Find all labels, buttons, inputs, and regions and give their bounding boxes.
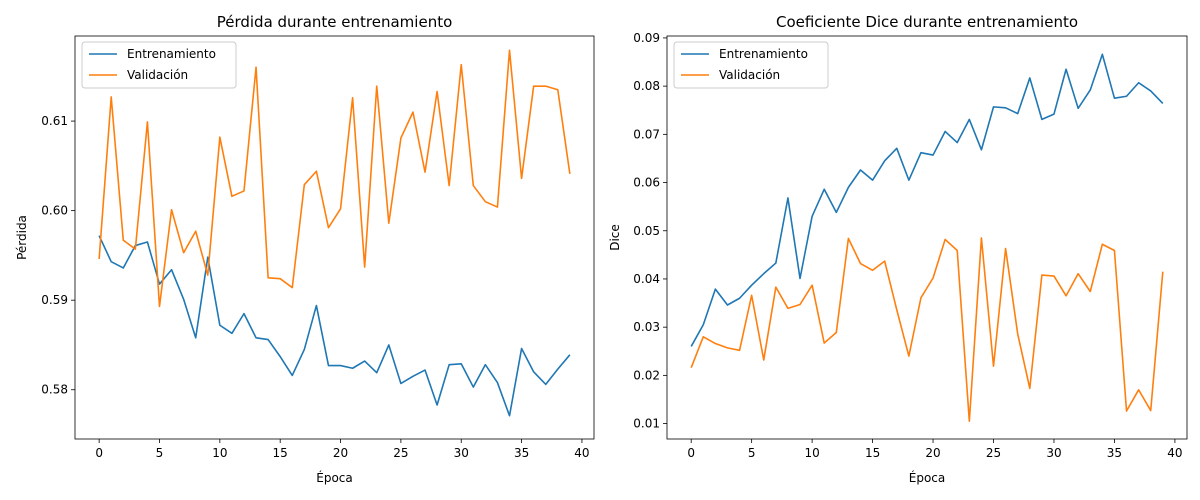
x-tick-label: 5 <box>156 446 164 460</box>
series-line <box>98 49 571 308</box>
y-tick-label: 0.01 <box>633 417 660 431</box>
y-tick-label: 0.60 <box>41 204 68 218</box>
legend: Entrenamiento Validación <box>81 41 237 89</box>
series-line <box>98 235 571 417</box>
chart-title: Pérdida durante entrenamiento <box>217 13 453 31</box>
y-tick-label: 0.07 <box>633 127 660 141</box>
x-tick-label: 15 <box>273 446 288 460</box>
x-tick-label: 10 <box>212 446 227 460</box>
x-tick-label: 0 <box>687 446 695 460</box>
legend-label: Entrenamiento <box>719 47 808 61</box>
x-tick-label: 10 <box>804 446 819 460</box>
dice-chart: Coeficiente Dice durante entrenamiento 0 5… <box>608 13 1188 485</box>
axes-frame <box>666 35 1188 440</box>
x-tick-label: 35 <box>1107 446 1122 460</box>
y-axis-label: Dice <box>608 224 622 251</box>
x-tick-label: 25 <box>986 446 1001 460</box>
x-tick-label: 30 <box>454 446 469 460</box>
x-tick-label: 5 <box>748 446 756 460</box>
y-tick-label: 0.02 <box>633 368 660 382</box>
y-tick-label: 0.04 <box>633 272 660 286</box>
x-tick-label: 20 <box>925 446 940 460</box>
x-axis-label: Época <box>316 470 353 485</box>
x-tick-label: 15 <box>865 446 880 460</box>
axes-frame <box>74 35 595 440</box>
chart-title: Coeficiente Dice durante entrenamiento <box>776 13 1078 31</box>
y-tick-label: 0.05 <box>633 224 660 238</box>
y-tick-label: 0.06 <box>633 176 660 190</box>
y-tick-label: 0.03 <box>633 320 660 334</box>
y-axis-label: Pérdida <box>15 215 29 260</box>
x-tick-label: 0 <box>95 446 103 460</box>
x-tick-label: 35 <box>514 446 529 460</box>
legend: Entrenamiento Validación <box>673 41 829 89</box>
legend-label: Validación <box>127 68 188 82</box>
y-tick-label: 0.09 <box>633 31 660 45</box>
legend-box <box>673 41 829 89</box>
legend-box <box>81 41 237 89</box>
series-line <box>690 53 1164 347</box>
legend-label: Entrenamiento <box>127 47 216 61</box>
legend-label: Validación <box>719 68 780 82</box>
y-tick-label: 0.59 <box>41 293 68 307</box>
x-tick-label: 40 <box>574 446 589 460</box>
x-axis-label: Época <box>909 470 946 485</box>
x-tick-label: 40 <box>1167 446 1182 460</box>
series-line <box>690 237 1164 422</box>
y-tick-label: 0.61 <box>41 114 68 128</box>
x-tick-label: 20 <box>333 446 348 460</box>
y-tick-label: 0.58 <box>41 383 68 397</box>
x-tick-label: 25 <box>393 446 408 460</box>
y-tick-label: 0.08 <box>633 79 660 93</box>
loss-chart: Pérdida durante entrenamiento 0 5 10 15 20 25 3… <box>15 13 595 485</box>
x-tick-label: 30 <box>1046 446 1061 460</box>
